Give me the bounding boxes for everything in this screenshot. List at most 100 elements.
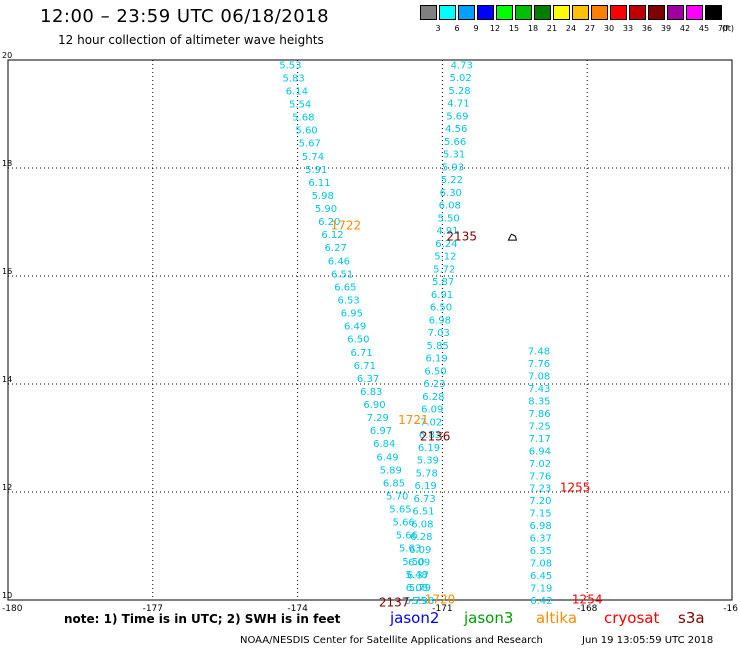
legend-label: 70 (717, 24, 729, 33)
swh-value: 6.73 (413, 494, 435, 505)
swh-value: 7.86 (528, 409, 550, 420)
swh-value: 5.90 (315, 204, 337, 215)
swh-value: 5.85 (427, 341, 449, 352)
swh-value: 6.37 (530, 534, 552, 545)
pass-time-label: 1720 (425, 592, 456, 606)
swh-value: 5.69 (446, 111, 468, 122)
swh-value: 4.91 (436, 226, 458, 237)
swh-value: 5.83 (282, 73, 304, 84)
satellite-label-cryosat: cryosat (604, 609, 660, 627)
lat-tick-label: 16 (2, 267, 12, 276)
legend-swatch (667, 5, 684, 20)
swh-value: 6.12 (321, 230, 343, 241)
swh-value: 6.94 (529, 446, 551, 457)
swh-value: 6.50 (430, 303, 452, 314)
island-outline (507, 233, 518, 241)
swh-value: 7.08 (530, 559, 552, 570)
swh-value: 6.45 (530, 571, 552, 582)
swh-value: 5.12 (434, 252, 456, 263)
swh-value: 6.83 (360, 387, 382, 398)
swh-value: 6.95 (341, 309, 363, 320)
swh-value: 7.15 (529, 509, 551, 520)
swh-value: 5.65 (389, 505, 411, 516)
legend-swatch (629, 5, 646, 20)
legend-label: 39 (660, 24, 672, 33)
swh-value: 6.37 (357, 374, 379, 385)
legend-label: 6 (454, 24, 460, 33)
swh-value: 5.98 (412, 596, 434, 607)
map-frame (7, 59, 733, 601)
swh-value: 5.89 (380, 465, 402, 476)
swh-value: 5.50 (402, 557, 424, 568)
swh-value: 5.66 (393, 518, 415, 529)
swh-value: 5.91 (305, 165, 327, 176)
legend-swatch (610, 5, 627, 20)
swh-value: 5.50 (437, 213, 459, 224)
swh-value: 7.02 (529, 459, 551, 470)
swh-value: 7.02 (420, 417, 442, 428)
swh-value: 6.49 (344, 322, 366, 333)
satellite-label-s3a: s3a (678, 609, 705, 627)
satellite-label-jason3: jason3 (464, 609, 514, 627)
pass-time-label: 1254 (572, 592, 603, 606)
swh-value: 6.65 (334, 282, 356, 293)
swh-value: 6.08 (439, 201, 461, 212)
swh-value: 6.91 (431, 290, 453, 301)
swh-value: 6.50 (424, 366, 446, 377)
legend-label: 24 (565, 24, 577, 33)
legend-label: 12 (489, 24, 501, 33)
swh-value: 6.28 (422, 392, 444, 403)
lon-tick-label: -171 (432, 604, 452, 614)
swh-value: 5.54 (289, 100, 311, 111)
swh-value: 6.20 (318, 217, 340, 228)
swh-value: 5.78 (416, 468, 438, 479)
swh-value: 5.67 (299, 139, 321, 150)
lon-tick-label: -16 (723, 604, 738, 614)
swh-value: 7.76 (528, 359, 550, 370)
swh-value: 6.90 (363, 400, 385, 411)
pass-time-label: 1721 (398, 413, 429, 427)
pass-time-label: 1722 (331, 219, 362, 233)
swh-value: 6.24 (435, 239, 457, 250)
legend-label: 9 (473, 24, 479, 33)
swh-value: 6.23 (423, 379, 445, 390)
legend-swatch (515, 5, 532, 20)
swh-value: 5.93 (442, 162, 464, 173)
legend-label: 42 (679, 24, 691, 33)
legend-label: 15 (508, 24, 520, 33)
swh-value: 7.03 (428, 328, 450, 339)
swh-value: 6.09 (421, 405, 443, 416)
swh-value: 6.51 (331, 269, 353, 280)
swh-value: 5.79 (409, 583, 431, 594)
generation-timestamp: Jun 19 13:05:59 UTC 2018 (582, 635, 714, 646)
swh-value: 6.46 (328, 256, 350, 267)
swh-value: 6.08 (411, 519, 433, 530)
lat-tick-label: 18 (2, 159, 12, 168)
legend-label: 3 (435, 24, 441, 33)
swh-value: 7.08 (528, 371, 550, 382)
swh-value: 6.53 (338, 295, 360, 306)
swh-value: 5.68 (292, 113, 314, 124)
swh-value: 6.49 (376, 452, 398, 463)
swh-value: 7.17 (529, 434, 551, 445)
swh-value: 6.19 (415, 481, 437, 492)
swh-value: 6.71 (354, 361, 376, 372)
legend-label: 30 (603, 24, 615, 33)
swh-value: 8.35 (528, 396, 550, 407)
swh-value: 5.28 (448, 86, 470, 97)
swh-value: 6.98 (529, 521, 551, 532)
swh-value: 6.97 (370, 426, 392, 437)
swh-value: 6.27 (325, 243, 347, 254)
satellite-label-jason2: jason2 (390, 609, 440, 627)
swh-value: 6.14 (286, 86, 308, 97)
swh-value: 7.25 (529, 421, 551, 432)
swh-value: 6.28 (410, 532, 432, 543)
swh-value: 6.84 (373, 439, 395, 450)
swh-value: 5.63 (399, 544, 421, 555)
swh-value: 6.30 (440, 188, 462, 199)
swh-value: 6.19 (418, 443, 440, 454)
swh-value: 5.66 (444, 137, 466, 148)
swh-value: 6.85 (383, 478, 405, 489)
legend-swatch (686, 5, 703, 20)
legend-label: 18 (527, 24, 539, 33)
